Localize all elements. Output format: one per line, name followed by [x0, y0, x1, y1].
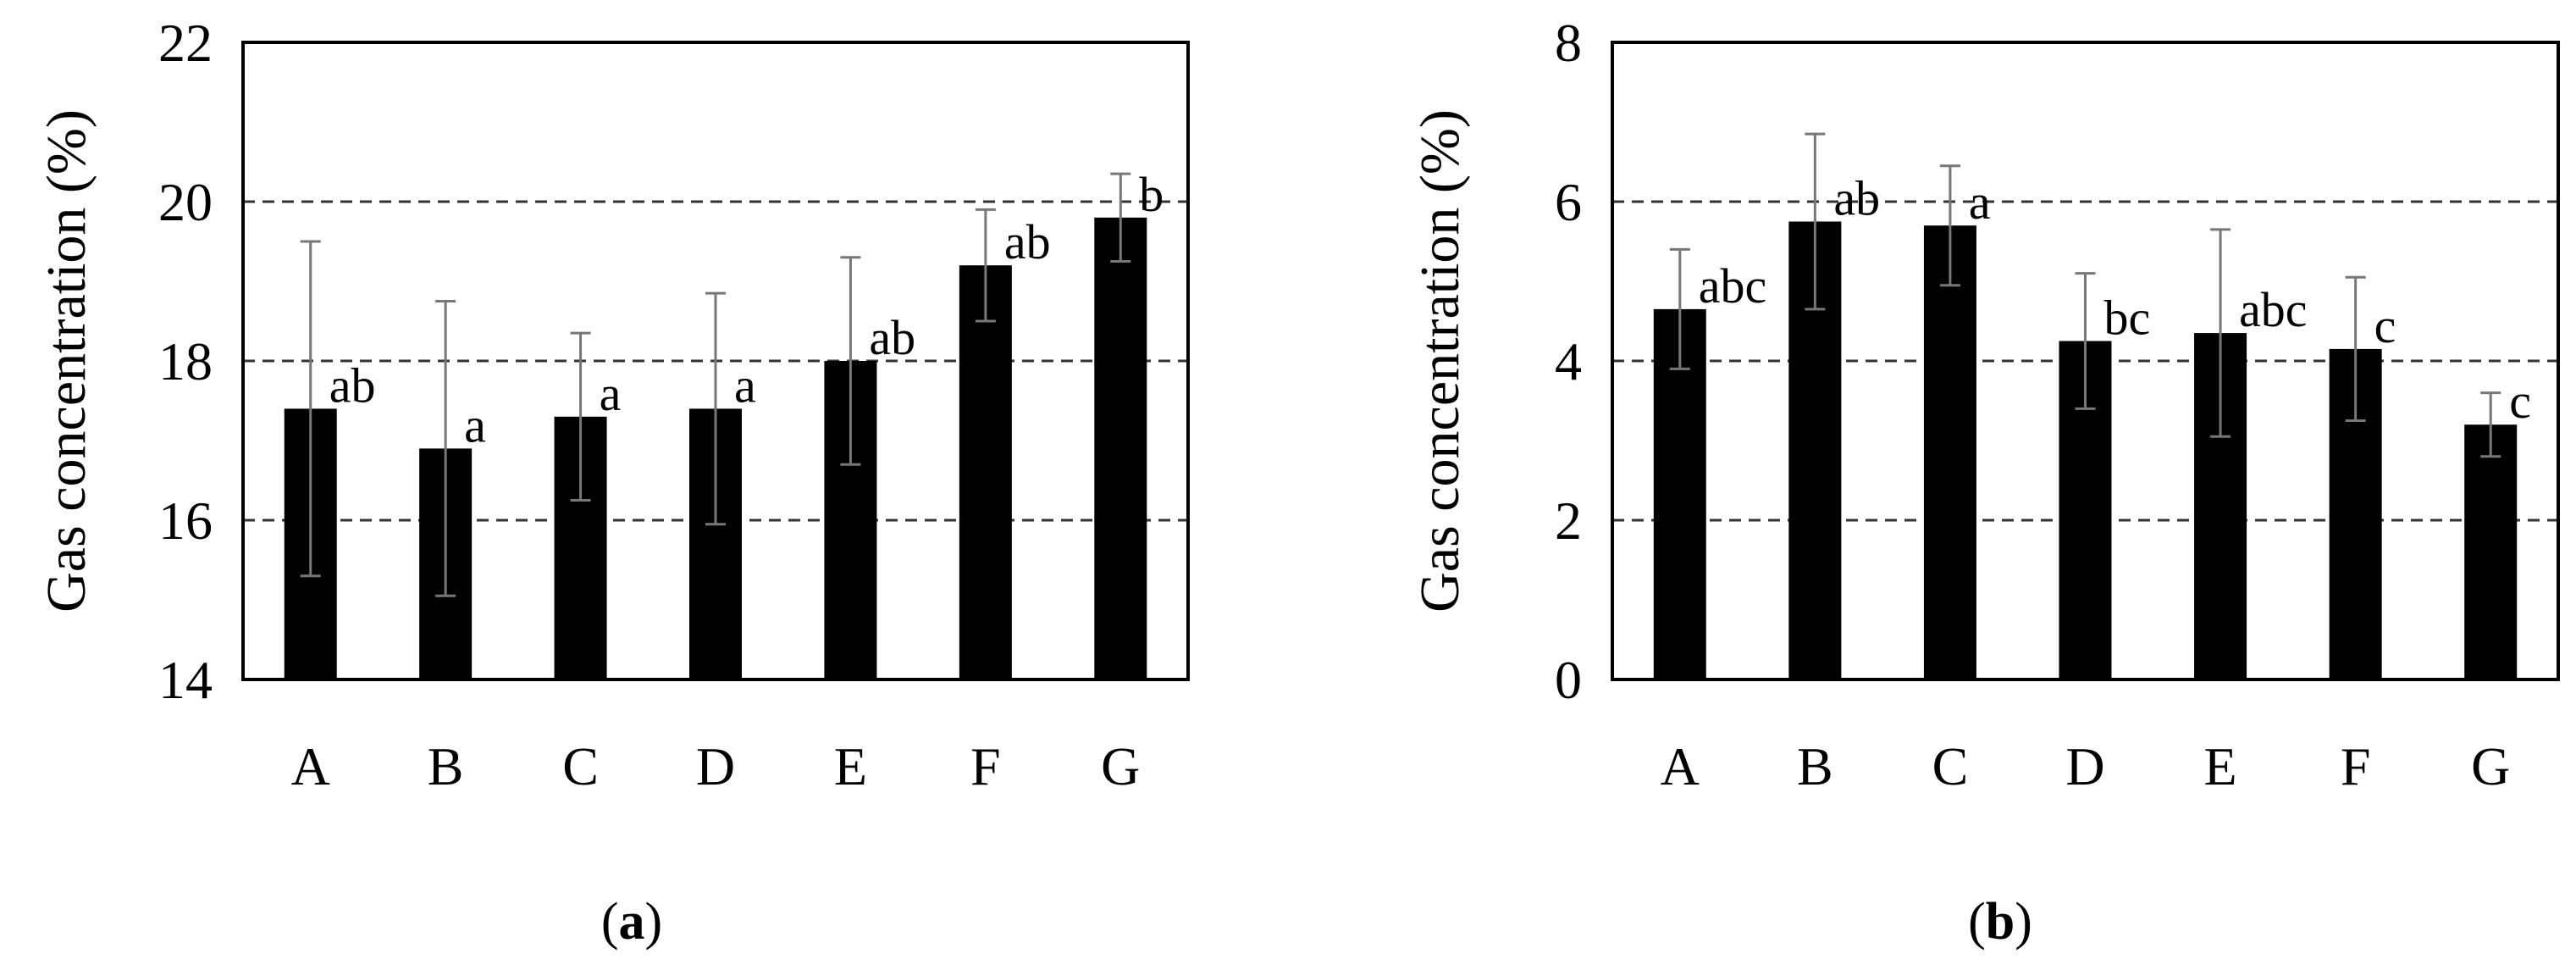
- x-tick-label: B: [428, 736, 464, 796]
- significance-letter: abc: [2239, 282, 2308, 337]
- panel-label-b: (b): [1968, 893, 2032, 951]
- chart-panel-a: ab a a a ab ab b 14 16 18 20 22 A B C D E F G Gas concen…: [36, 13, 1190, 951]
- error-bar-a: [1669, 247, 1690, 370]
- x-tick-label: C: [562, 736, 599, 796]
- error-bar-b: [435, 300, 456, 597]
- plot-frame-a: [241, 41, 1190, 681]
- y-tick-label: 6: [1555, 172, 1582, 232]
- y-tick-label: 18: [158, 331, 213, 391]
- x-tick-label: G: [2471, 736, 2510, 796]
- bar-g: [1094, 217, 1147, 679]
- y-axis-label-a: Gas concentration (%): [36, 109, 97, 613]
- error-bar-c: [1939, 164, 1960, 287]
- y-tick-label: 14: [158, 650, 213, 710]
- x-tick-label: E: [834, 736, 867, 796]
- error-bar-f: [975, 208, 996, 323]
- y-tick-label: 4: [1555, 331, 1582, 391]
- significance-letter: c: [2374, 298, 2396, 353]
- error-bar-g: [2480, 391, 2501, 458]
- y-tick-label: 0: [1555, 650, 1582, 710]
- significance-letter: ab: [1004, 214, 1051, 269]
- x-tick-label: A: [291, 736, 330, 796]
- significance-letter: b: [1139, 167, 1164, 222]
- panel-label-a: (a): [601, 893, 662, 951]
- significance-letter: a: [1969, 175, 1991, 230]
- x-tick-label: E: [2204, 736, 2237, 796]
- significance-letter: a: [600, 366, 622, 421]
- error-bar-e: [840, 256, 861, 466]
- y-tick-labels-a: 14 16 18 20 22: [158, 13, 213, 710]
- significance-letters-a: ab a a a ab ab b: [329, 167, 1164, 453]
- error-bar-f: [2345, 275, 2366, 422]
- significance-letter: bc: [2104, 291, 2151, 346]
- y-tick-label: 22: [158, 13, 213, 73]
- error-bar-g: [1110, 172, 1131, 263]
- x-tick-label: F: [970, 736, 1001, 796]
- y-tick-label: 16: [158, 491, 213, 551]
- significance-letter: a: [464, 397, 486, 452]
- y-tick-label: 20: [158, 172, 213, 232]
- x-tick-labels-a: A B C D E F G: [291, 736, 1141, 796]
- error-bar-a: [300, 240, 321, 578]
- y-tick-label: 8: [1555, 13, 1582, 73]
- error-bars-b: [1669, 132, 2501, 458]
- significance-letter: ab: [1833, 171, 1880, 226]
- x-tick-label: D: [2065, 736, 2104, 796]
- error-bar-b: [1805, 132, 1826, 311]
- error-bar-e: [2210, 228, 2231, 438]
- significance-letter: c: [2509, 374, 2531, 429]
- x-tick-label: D: [696, 736, 735, 796]
- y-tick-label: 2: [1555, 491, 1582, 551]
- x-tick-label: G: [1101, 736, 1140, 796]
- y-axis-label-b: Gas concentration (%): [1409, 109, 1471, 613]
- error-bar-d: [2075, 272, 2096, 410]
- significance-letter: ab: [869, 310, 915, 365]
- error-bar-d: [705, 291, 726, 526]
- bar-a: [1653, 308, 1706, 679]
- significance-letter: ab: [329, 358, 376, 413]
- significance-letter: a: [734, 358, 756, 413]
- y-tick-labels-b: 0 2 4 6 8: [1555, 13, 1582, 710]
- bar-g: [2464, 424, 2518, 679]
- x-tick-label: B: [1797, 736, 1833, 796]
- x-tick-label: A: [1661, 736, 1700, 796]
- x-tick-labels-b: A B C D E F G: [1661, 736, 2511, 796]
- bar-f: [959, 265, 1012, 679]
- plot-frame-b: [1611, 41, 2560, 681]
- x-tick-label: C: [1932, 736, 1969, 796]
- bar-c: [1923, 225, 1976, 679]
- significance-letter: abc: [1699, 258, 1766, 313]
- x-tick-label: F: [2341, 736, 2371, 796]
- error-bar-c: [570, 331, 591, 502]
- bars-b: [1653, 221, 2518, 679]
- error-bars-a: [300, 172, 1131, 597]
